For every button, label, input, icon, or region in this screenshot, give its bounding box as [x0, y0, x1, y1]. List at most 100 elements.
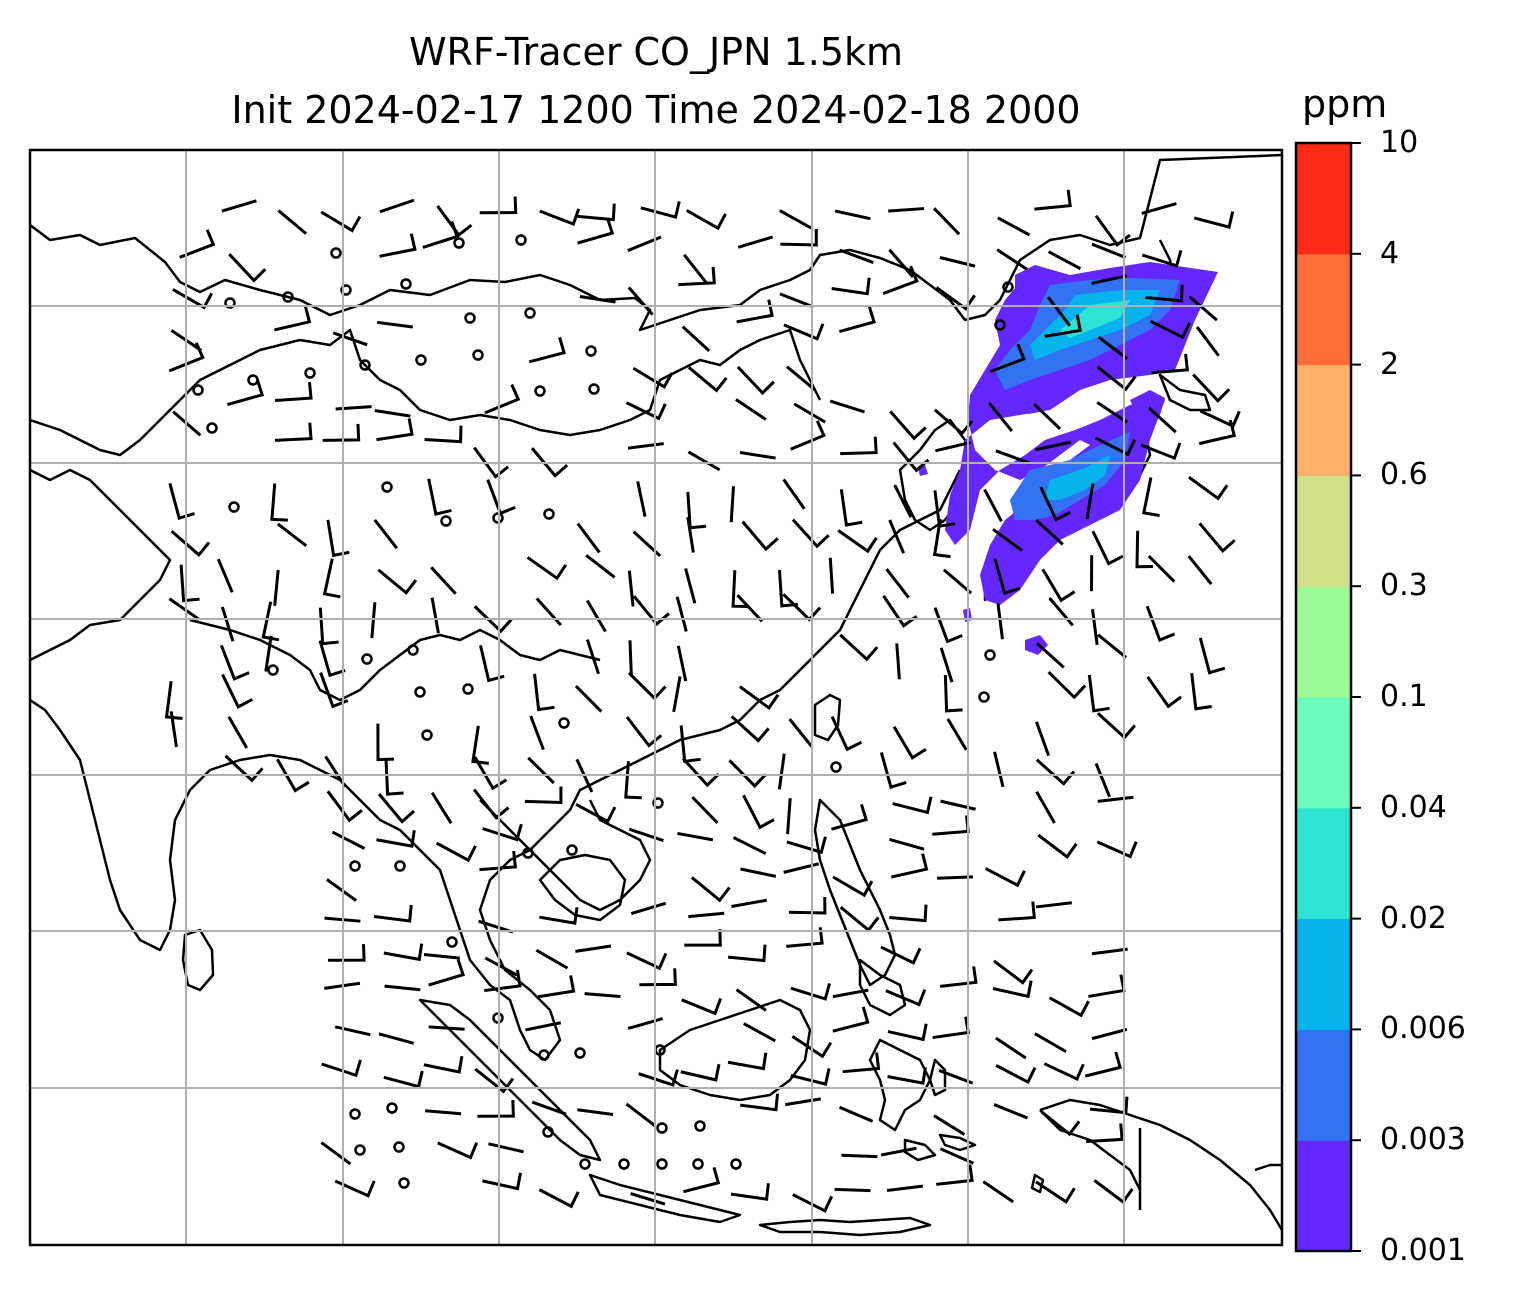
- wind-barb: [577, 203, 616, 222]
- wind-barb: [425, 1109, 462, 1116]
- wind-barb: [675, 596, 688, 632]
- calm-wind-circle: [224, 297, 236, 309]
- wind-barb: [786, 798, 792, 835]
- wind-barb: [993, 751, 1005, 788]
- wind-barb: [1147, 555, 1176, 583]
- wind-barb: [839, 489, 863, 527]
- calm-wind-circle: [267, 664, 279, 676]
- wind-barb: [322, 423, 361, 442]
- wind-barb: [320, 210, 362, 233]
- wind-barb: [939, 966, 978, 988]
- wind-barb: [482, 823, 523, 842]
- wind-barb: [528, 336, 566, 364]
- calm-wind-circle: [440, 515, 452, 527]
- wind-barb: [423, 1055, 464, 1074]
- colorbar-segment: [1296, 918, 1351, 1030]
- wind-barb: [780, 229, 818, 247]
- wind-barb: [790, 420, 826, 451]
- wind-barb: [335, 405, 372, 411]
- wind-barb: [585, 599, 607, 633]
- wind-barb: [838, 1105, 874, 1123]
- wind-barb: [792, 1193, 834, 1213]
- wind-barb: [882, 265, 919, 296]
- map-title-line2: Init 2024-02-17 1200 Time 2024-02-18 200…: [231, 88, 1081, 132]
- wind-barb: [632, 366, 674, 389]
- wind-barb: [1097, 633, 1128, 659]
- wind-barb: [630, 901, 667, 915]
- calm-wind-circle: [534, 385, 546, 397]
- wind-barb: [841, 1153, 878, 1159]
- wind-barb: [273, 569, 280, 606]
- wind-barb: [1198, 637, 1226, 675]
- wind-barb: [276, 758, 310, 793]
- calm-wind-circle: [1002, 281, 1014, 293]
- wind-barb: [219, 644, 250, 681]
- wind-barb: [1043, 1062, 1085, 1082]
- wind-barb: [473, 605, 513, 634]
- wind-barb: [477, 1100, 515, 1118]
- wind-barb: [740, 867, 777, 878]
- wind-barb: [276, 522, 308, 547]
- wind-barb: [638, 1069, 679, 1087]
- colorbar-segment: [1296, 475, 1351, 587]
- wind-barb: [488, 1142, 524, 1154]
- wind-barb: [379, 233, 417, 258]
- wind-barb: [575, 803, 617, 824]
- calm-wind-circle: [282, 291, 294, 303]
- calm-wind-circle: [415, 354, 427, 366]
- wind-barb: [982, 1180, 1014, 1204]
- wind-barb: [318, 607, 339, 646]
- wind-barb: [998, 901, 1036, 922]
- wind-barb: [473, 446, 510, 479]
- wind-barb: [537, 975, 576, 999]
- wind-barb: [220, 606, 235, 642]
- wind-barb: [484, 384, 521, 415]
- calm-wind-circle: [228, 501, 240, 513]
- wind-barb: [888, 519, 906, 554]
- wind-barb: [482, 1172, 522, 1191]
- wind-barb: [1084, 1051, 1122, 1078]
- wind-barb: [887, 1067, 927, 1085]
- wind-barb: [334, 1179, 376, 1198]
- wind-barb: [993, 1103, 1029, 1120]
- wind-barb: [1096, 840, 1138, 859]
- wind-barb: [678, 266, 716, 287]
- calm-wind-circle: [340, 284, 352, 296]
- wind-barb: [524, 786, 563, 804]
- wind-barb: [736, 594, 764, 623]
- wind-barb: [939, 647, 954, 683]
- calm-wind-circle: [515, 234, 527, 246]
- wind-barb: [1195, 326, 1220, 357]
- colorbar-segment: [1296, 253, 1351, 366]
- wind-barb: [782, 593, 822, 622]
- wind-barb: [170, 530, 211, 557]
- wind-barb: [334, 1025, 371, 1037]
- wind-barb: [691, 796, 719, 824]
- calm-wind-circle: [361, 653, 373, 665]
- wind-barb: [834, 209, 871, 221]
- wind-barb: [576, 522, 601, 554]
- wind-barb: [879, 752, 907, 790]
- wind-barb: [992, 528, 1023, 552]
- calm-wind-circle: [984, 649, 996, 661]
- wind-barb: [1135, 530, 1154, 569]
- wind-barb: [1041, 568, 1076, 603]
- wind-barb: [172, 288, 213, 310]
- wind-barb: [574, 685, 603, 713]
- wind-barb: [992, 980, 1033, 999]
- wind-barb: [882, 595, 918, 628]
- wind-barb: [1047, 670, 1087, 700]
- wind-barb: [538, 1188, 580, 1209]
- wind-barb: [1193, 211, 1235, 229]
- wind-barb: [687, 450, 721, 472]
- colorbar-tick-label: 4: [1380, 235, 1400, 271]
- wind-barb: [933, 1114, 966, 1136]
- map-frame: [28, 148, 1284, 1247]
- wind-barb: [1035, 901, 1072, 909]
- wind-barb: [1097, 335, 1129, 360]
- wind-barb: [886, 1184, 923, 1192]
- wind-barb: [1094, 214, 1131, 247]
- wind-barb: [224, 754, 264, 783]
- wind-barb: [577, 217, 615, 245]
- wind-barb: [829, 399, 866, 414]
